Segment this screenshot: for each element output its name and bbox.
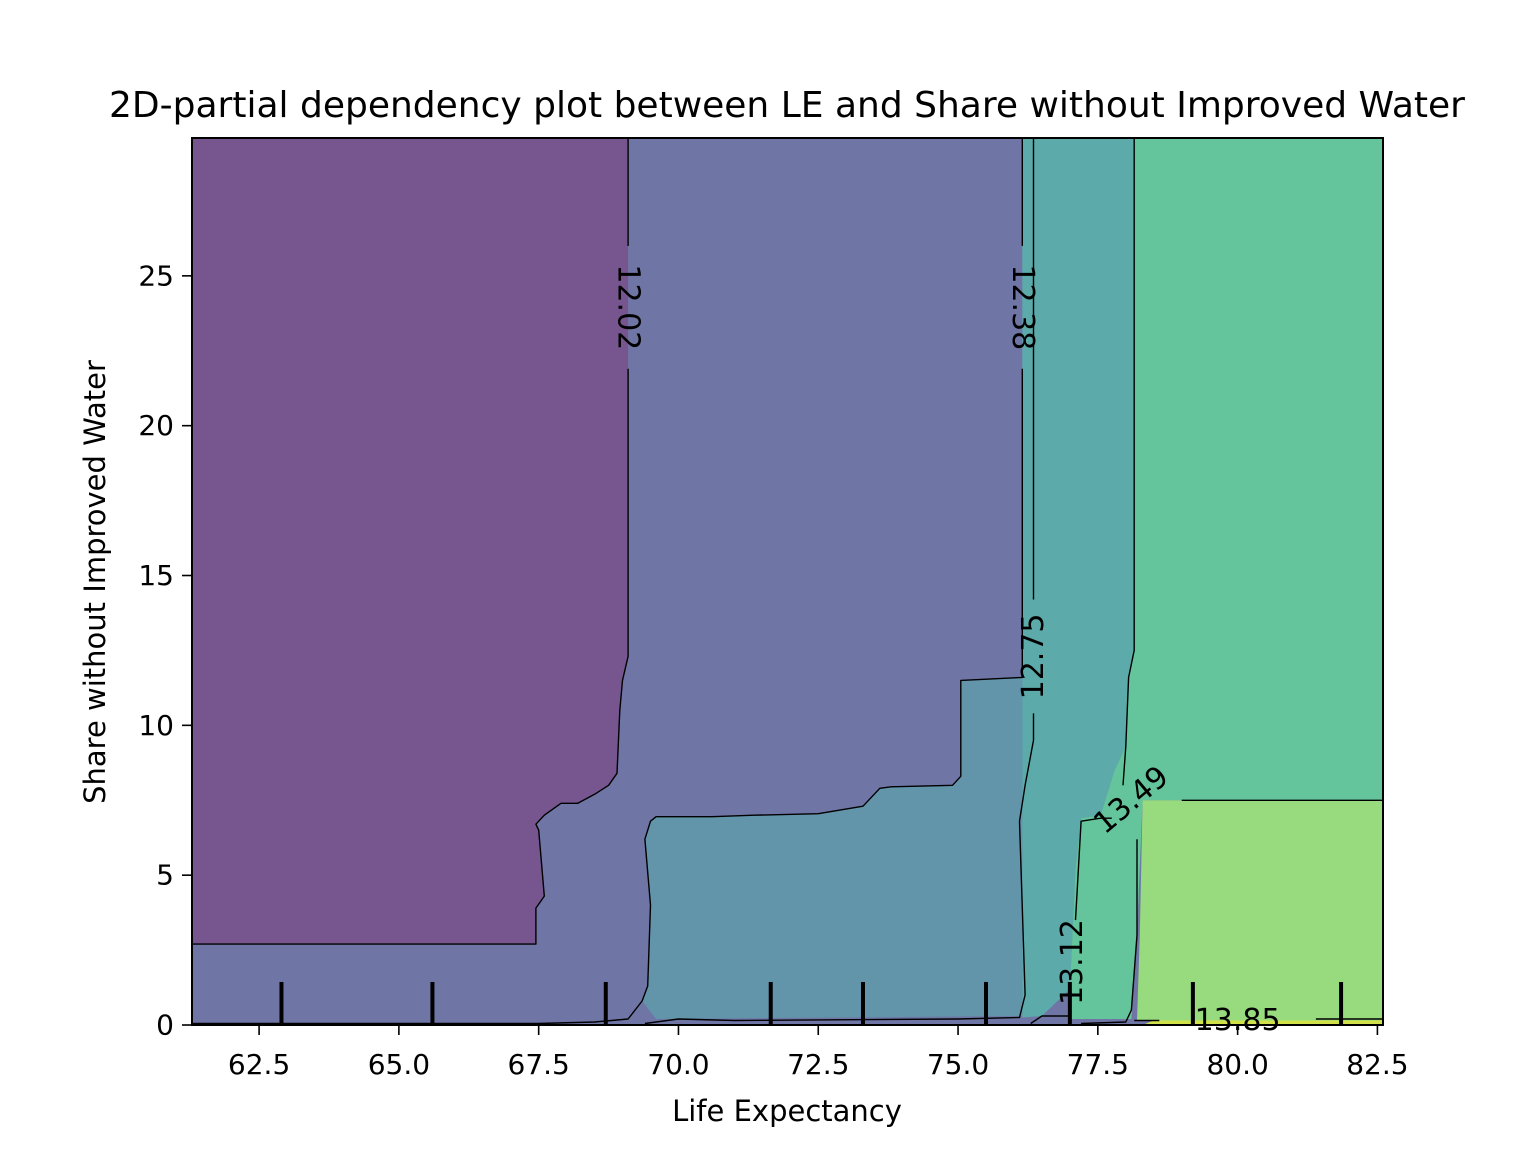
y-tick-label-2: 5 xyxy=(156,859,174,892)
contour-region-2 xyxy=(642,677,1023,1019)
contour-label-2: 12.38 xyxy=(1005,264,1040,350)
x-tick-label-8: 80.0 xyxy=(1206,1048,1268,1081)
chart-title: 2D-partial dependency plot between LE an… xyxy=(109,85,1465,126)
contour-region-3 xyxy=(1022,138,1135,1018)
x-tick-label-1: 62.5 xyxy=(228,1048,290,1081)
y-axis-label: Share without Improved Water xyxy=(78,360,112,804)
y-tick-label-3: 10 xyxy=(138,709,174,742)
x-tick-label-7: 77.5 xyxy=(1067,1048,1129,1081)
x-tick-label-9: 82.5 xyxy=(1346,1048,1408,1081)
contour-line-10 xyxy=(1081,839,1138,1025)
x-axis: 62.5 65.0 67.5 70.0 72.5 75.0 77.5 80.0 82.5 xyxy=(228,1025,1409,1081)
plot-frame xyxy=(191,137,1384,1026)
contour-line-8 xyxy=(1074,817,1112,921)
x-tick-label-5: 72.5 xyxy=(787,1048,849,1081)
x-axis-label: Life Expectancy xyxy=(672,1094,902,1128)
contour-line-5 xyxy=(644,713,1035,1025)
x-tick-label-3: 67.5 xyxy=(508,1048,570,1081)
contour-region-5 xyxy=(1137,800,1383,1021)
y-tick-label-5: 20 xyxy=(138,409,174,442)
x-tick-label-4: 70.0 xyxy=(647,1048,709,1081)
contour-line-3 xyxy=(192,368,1023,1025)
contour-line-9 xyxy=(1122,138,1135,786)
y-tick-label-6: 25 xyxy=(138,259,174,292)
contour-region-1 xyxy=(192,138,629,945)
x-tick-label-2: 65.0 xyxy=(368,1048,430,1081)
contour-label-3: 12.75 xyxy=(1016,613,1051,699)
x-tick-label-6: 75.0 xyxy=(927,1048,989,1081)
contour-label-1: 12.02 xyxy=(611,264,646,350)
contour-label-4: 13.12 xyxy=(1055,919,1090,1005)
y-tick-label-4: 15 xyxy=(138,559,174,592)
y-axis: 0 5 10 15 20 25 xyxy=(138,259,192,1042)
y-tick-label-1: 0 xyxy=(156,1009,174,1042)
contour-line-1 xyxy=(192,368,629,945)
contour-region-4 xyxy=(1069,138,1383,1019)
contour-region-6 xyxy=(1142,1020,1383,1025)
